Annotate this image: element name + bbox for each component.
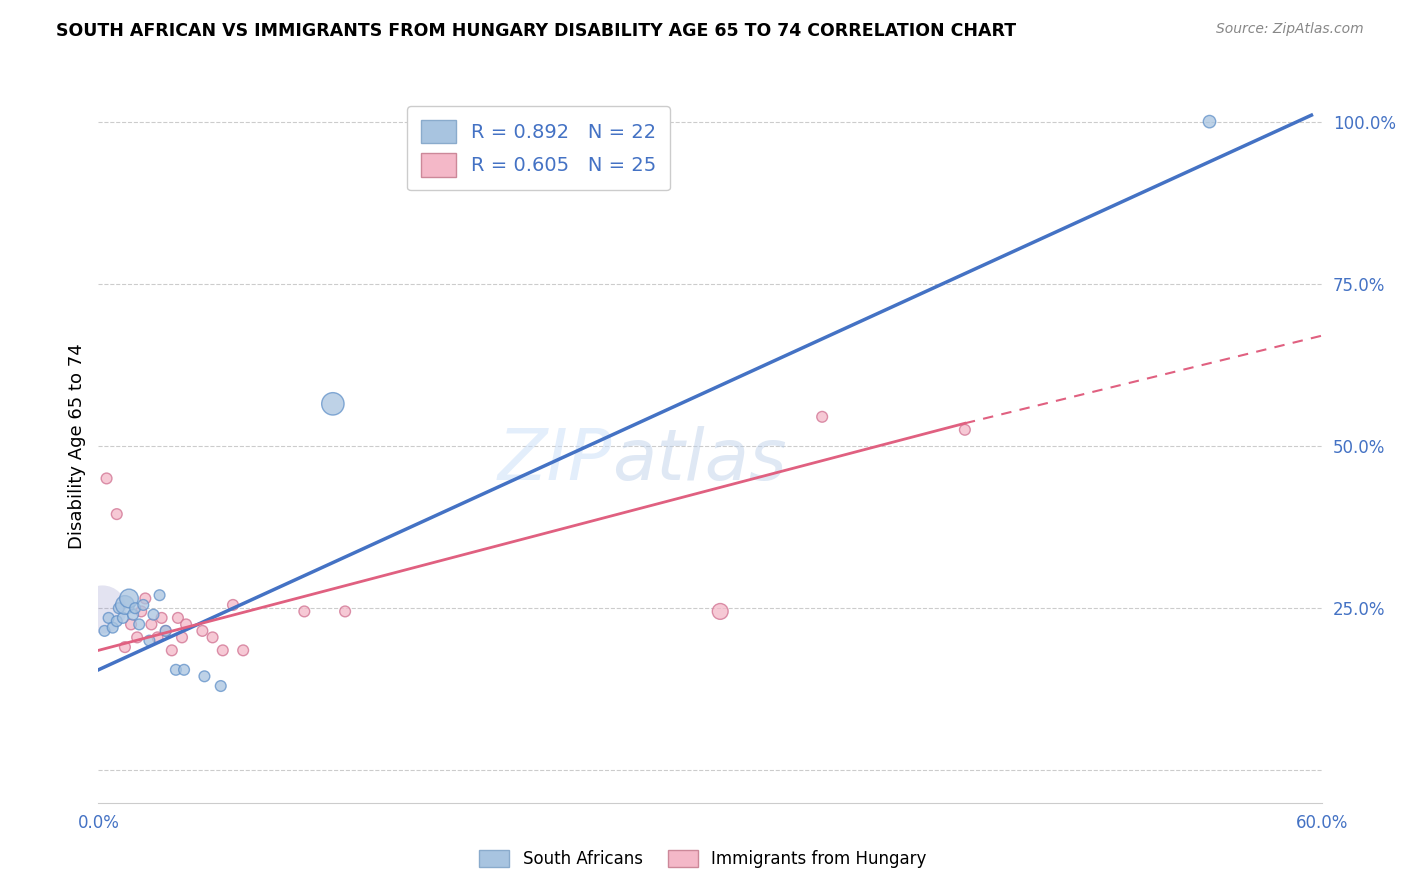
Point [105,507,128,521]
Point [96,471,118,485]
Point [333,604,356,618]
Point [118,591,141,606]
Point [114,640,136,654]
Point [146,631,169,645]
Point [953,423,976,437]
Point [127,631,149,645]
Point [108,601,131,615]
Point [132,598,155,612]
Point [149,588,172,602]
Point [160,643,183,657]
Point [811,409,834,424]
Point [232,643,254,657]
Legend: South Africans, Immigrants from Hungary: South Africans, Immigrants from Hungary [472,843,934,875]
Point [167,611,190,625]
Point [105,614,128,628]
Point [155,624,177,638]
Point [173,663,195,677]
Point [111,611,134,625]
Point [222,598,245,612]
Point [709,604,731,618]
Point [211,643,233,657]
Text: SOUTH AFRICAN VS IMMIGRANTS FROM HUNGARY DISABILITY AGE 65 TO 74 CORRELATION CHA: SOUTH AFRICAN VS IMMIGRANTS FROM HUNGARY… [56,22,1017,40]
Point [101,621,124,635]
Point [128,617,150,632]
Point [201,631,224,645]
Point [292,604,315,618]
Point [138,633,160,648]
Point [124,601,146,615]
Point [150,611,173,625]
Text: atlas: atlas [612,425,787,495]
Text: Disability Age 65 to 74: Disability Age 65 to 74 [69,343,86,549]
Point [97,611,120,625]
Point [155,624,177,638]
Point [129,604,152,618]
Text: ZIP: ZIP [498,425,612,495]
Point [141,617,163,632]
Text: Source: ZipAtlas.com: Source: ZipAtlas.com [1216,22,1364,37]
Legend: R = 0.892   N = 22, R = 0.605   N = 25: R = 0.892 N = 22, R = 0.605 N = 25 [408,106,671,191]
Point [142,607,165,622]
Point [193,669,215,683]
Point [174,617,197,632]
Point [114,598,136,612]
Point [120,617,142,632]
Point [322,397,344,411]
Point [134,591,156,606]
Point [209,679,232,693]
Point [165,663,187,677]
Point [91,602,114,616]
Point [122,607,145,622]
Point [1198,114,1220,128]
Point [93,624,115,638]
Point [191,624,214,638]
Point [170,631,193,645]
